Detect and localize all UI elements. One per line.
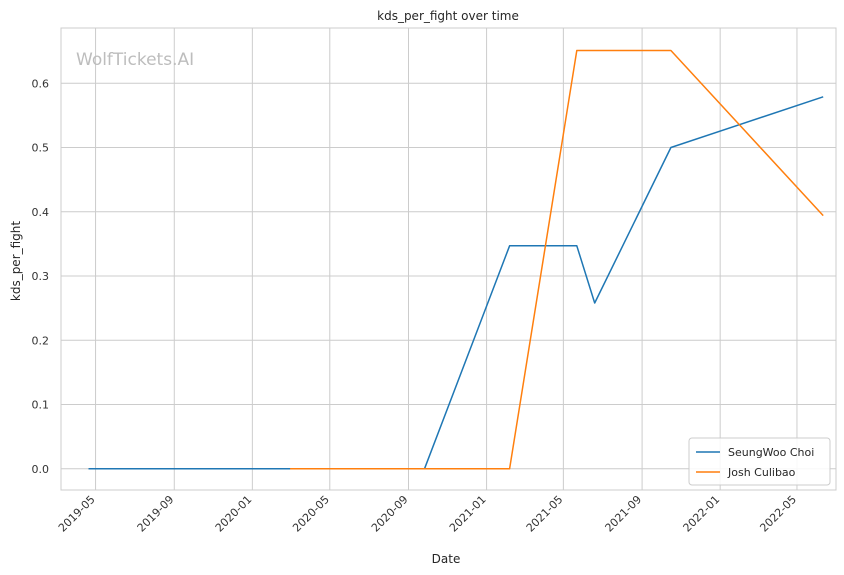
x-axis-title: Date bbox=[432, 552, 461, 566]
legend-label-seungwoo-choi: SeungWoo Choi bbox=[728, 446, 814, 459]
series-lines bbox=[88, 49, 824, 470]
chart-title: kds_per_fight over time bbox=[377, 9, 519, 23]
y-axis-title: kds_per_fight bbox=[9, 221, 23, 302]
y-tick-label: 0.4 bbox=[32, 206, 50, 219]
y-tick-label: 0.3 bbox=[32, 270, 50, 283]
series-line-josh-culibao bbox=[290, 49, 824, 470]
legend-label-josh-culibao: Josh Culibao bbox=[727, 466, 796, 479]
y-tick-label: 0.5 bbox=[32, 142, 50, 155]
legend: SeungWoo Choi Josh Culibao bbox=[688, 437, 831, 486]
legend-box bbox=[688, 437, 831, 486]
y-tick-label: 0.2 bbox=[32, 334, 50, 347]
y-tick-label: 0.0 bbox=[32, 463, 50, 476]
y-tick-label: 0.6 bbox=[32, 77, 50, 90]
watermark: WolfTickets.AI bbox=[76, 50, 194, 70]
grid bbox=[61, 28, 836, 490]
y-axis-ticks: 0.0 0.1 0.2 0.3 0.4 0.5 0.6 bbox=[32, 77, 50, 476]
y-tick-label: 0.1 bbox=[32, 399, 50, 412]
plot-area-frame bbox=[60, 27, 837, 491]
